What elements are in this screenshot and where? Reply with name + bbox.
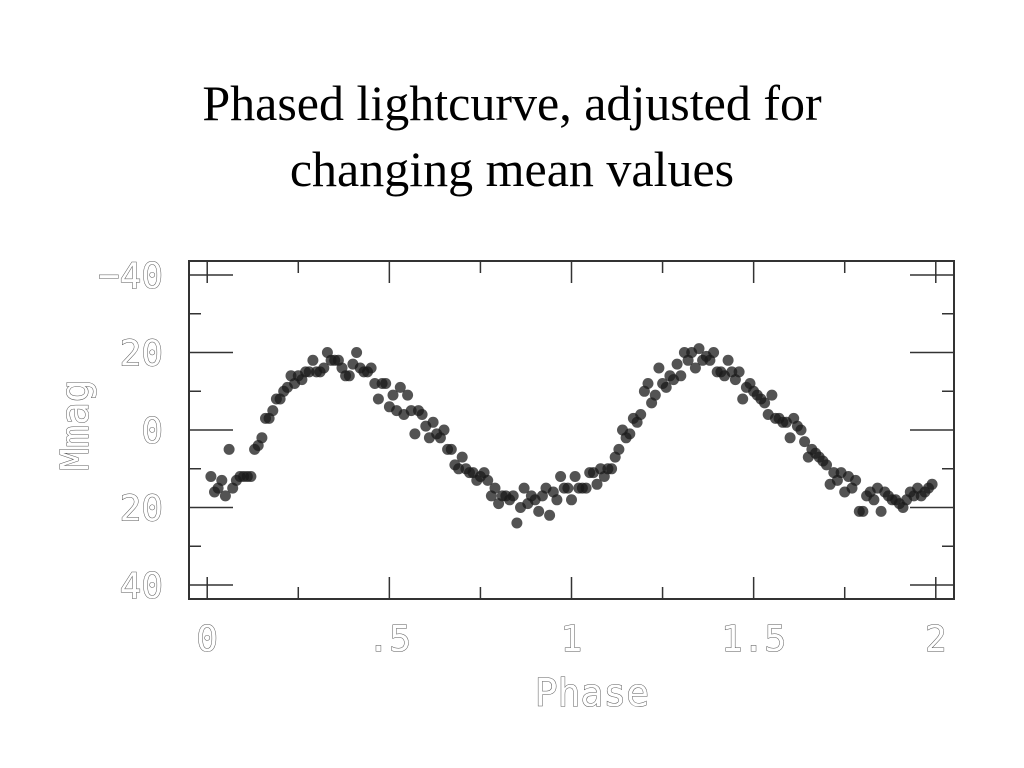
data-point <box>569 471 581 482</box>
data-point <box>784 432 796 444</box>
y-tick-label: 0 <box>141 411 163 452</box>
y-axis-label: Mmag <box>53 379 97 471</box>
data-point <box>223 443 235 455</box>
data-point <box>580 482 592 494</box>
data-point <box>219 490 231 502</box>
data-point <box>875 505 887 517</box>
data-point <box>868 494 880 506</box>
data-point <box>850 474 862 486</box>
x-tick-label: 1 <box>561 619 583 660</box>
slide-title: Phased lightcurve, adjusted for changing… <box>0 70 1024 202</box>
data-point <box>372 393 384 405</box>
data-point <box>351 347 363 358</box>
data-point <box>857 505 869 517</box>
y-tick-label: 20 <box>120 489 163 530</box>
axes-frame <box>188 260 955 600</box>
data-point <box>671 358 683 370</box>
data-point <box>205 471 217 482</box>
data-point <box>533 505 545 517</box>
data-point <box>318 362 330 374</box>
data-point <box>216 474 228 486</box>
data-point <box>482 474 494 486</box>
data-point <box>606 463 618 475</box>
tick-labels: 0 .5 1 1.5 2 −40 20 0 20 40 <box>97 256 947 661</box>
data-point <box>438 424 450 436</box>
data-point <box>551 494 563 506</box>
data-point <box>562 482 574 494</box>
x-tick-label: 2 <box>925 619 947 660</box>
data-point <box>642 378 654 389</box>
data-point <box>380 378 392 389</box>
data-point <box>387 389 399 401</box>
data-point <box>555 471 567 482</box>
data-point <box>693 343 705 355</box>
data-point <box>795 424 807 436</box>
data-point <box>708 347 720 358</box>
y-tick-label: 40 <box>120 566 163 607</box>
data-point <box>613 443 625 455</box>
data-point <box>635 409 647 420</box>
data-point <box>733 366 745 378</box>
y-tick-label: 20 <box>120 334 163 375</box>
x-tick-label: .5 <box>368 619 411 660</box>
data-point <box>544 509 556 521</box>
x-tick-label: 0 <box>196 619 218 660</box>
data-point <box>343 370 355 382</box>
x-tick-label: 1.5 <box>721 619 786 660</box>
data-point <box>624 428 636 440</box>
title-line-2: changing mean values <box>289 141 735 197</box>
data-point <box>489 482 501 494</box>
title-line-1: Phased lightcurve, adjusted for <box>202 75 822 131</box>
data-point <box>821 459 832 471</box>
data-point <box>722 354 734 366</box>
data-point <box>591 478 603 490</box>
data-point <box>759 397 771 409</box>
data-point <box>766 389 778 401</box>
plot-frame <box>188 260 955 600</box>
data-point <box>675 370 687 382</box>
data-point <box>416 409 428 420</box>
data-point <box>245 471 257 482</box>
data-point <box>649 389 661 401</box>
data-point <box>427 416 439 428</box>
data-point <box>507 490 519 502</box>
data-point <box>267 405 279 417</box>
data-point <box>737 393 749 405</box>
x-axis-label: Phase <box>535 671 649 715</box>
data-point <box>394 381 406 393</box>
tick-marks <box>189 261 954 599</box>
data-points <box>205 343 938 529</box>
data-point <box>511 517 523 529</box>
data-point <box>689 362 701 374</box>
data-point <box>660 381 672 393</box>
data-point <box>653 362 665 374</box>
data-point <box>445 443 457 455</box>
data-point <box>926 478 938 490</box>
data-point <box>409 428 421 440</box>
data-point <box>256 432 268 444</box>
data-point <box>518 482 530 494</box>
data-point <box>566 494 577 506</box>
data-point <box>307 354 319 366</box>
data-point <box>456 451 468 463</box>
y-tick-label: −40 <box>98 256 163 297</box>
data-point <box>402 389 414 401</box>
data-point <box>365 362 377 374</box>
data-point <box>799 436 811 448</box>
